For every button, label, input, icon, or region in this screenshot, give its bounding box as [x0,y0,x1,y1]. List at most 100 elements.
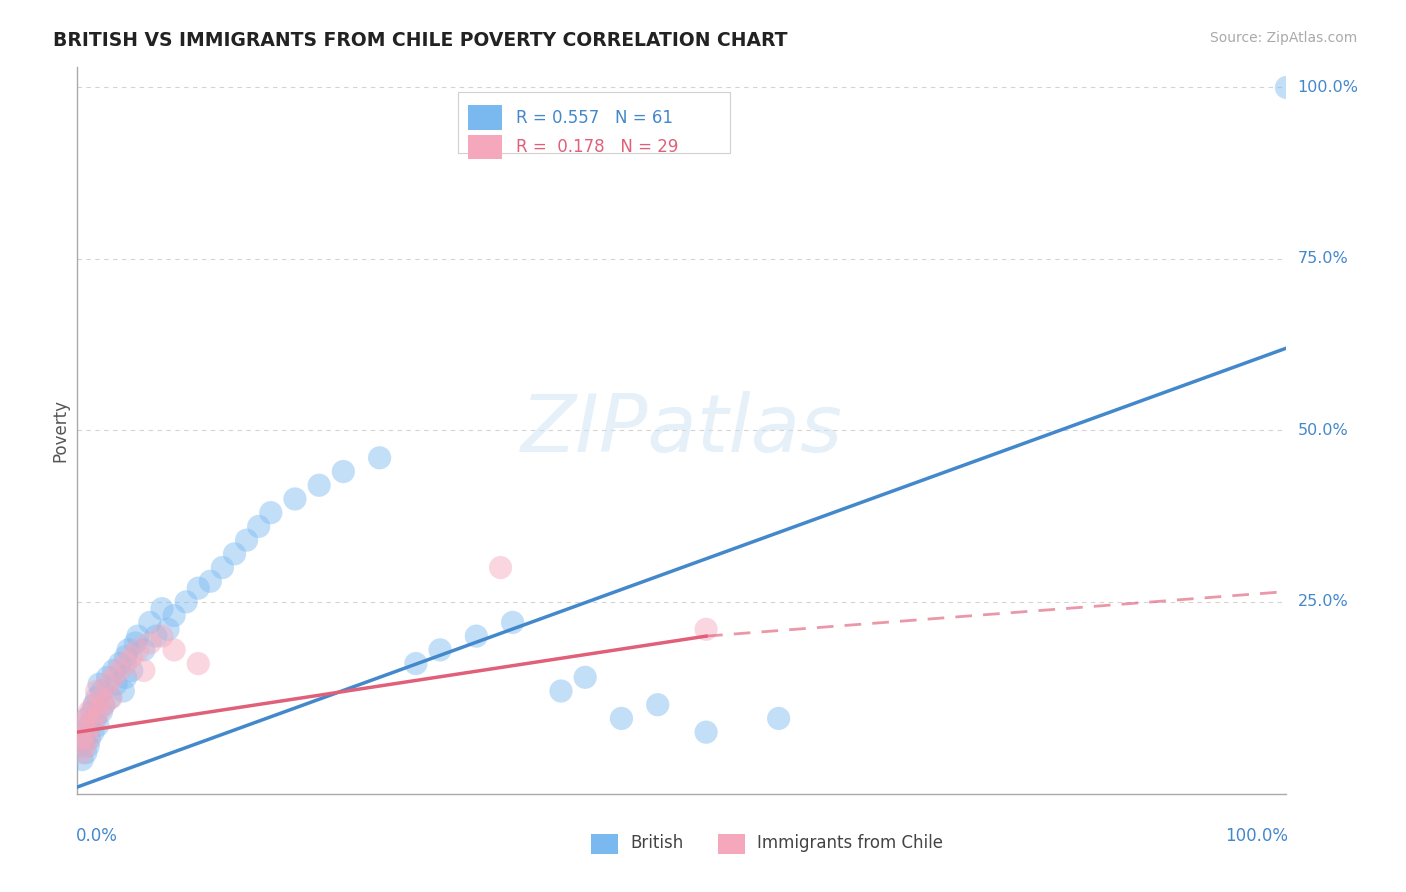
Point [70,746,93,760]
Point [127,629,149,643]
Point [108,664,131,678]
Point [84,711,107,725]
Point [695,622,717,636]
Point [157,622,180,636]
Point [235,533,257,548]
Point [70,739,93,753]
Point [93,698,115,712]
Point [163,608,186,623]
Point [308,478,330,492]
Point [77,731,100,746]
Point [647,698,669,712]
Point [502,615,524,630]
Point [574,670,596,684]
Point [70,753,93,767]
Point [90,684,112,698]
Point [70,731,93,746]
Point [105,677,128,691]
Point [139,636,162,650]
Point [174,595,197,609]
Text: 25.0%: 25.0% [1298,594,1348,609]
Point [260,506,283,520]
Text: 75.0%: 75.0% [1298,252,1348,267]
Point [132,643,155,657]
FancyBboxPatch shape [458,93,730,153]
Point [72,725,94,739]
Point [332,465,354,479]
Point [73,739,96,753]
Point [96,670,118,684]
Point [79,705,101,719]
Text: 100.0%: 100.0% [1298,80,1358,95]
Point [84,711,107,725]
FancyBboxPatch shape [718,834,745,855]
Point [82,725,104,739]
Point [187,581,209,595]
Point [96,677,118,691]
Point [76,711,98,725]
Text: 50.0%: 50.0% [1298,423,1348,438]
Point [80,705,103,719]
Point [187,657,209,671]
Point [98,690,121,705]
Point [103,664,125,678]
FancyBboxPatch shape [468,105,502,130]
Point [79,731,101,746]
Point [73,731,96,746]
Point [87,705,110,719]
Point [224,547,246,561]
Point [72,718,94,732]
Point [121,664,143,678]
Point [112,684,135,698]
Point [124,636,146,650]
Point [90,690,112,705]
Point [405,657,427,671]
FancyBboxPatch shape [592,834,617,855]
Point [127,643,149,657]
Point [121,649,143,664]
Text: 100.0%: 100.0% [1225,827,1288,845]
Point [145,629,167,643]
Point [114,670,136,684]
Point [114,649,136,664]
Point [75,746,97,760]
Point [117,643,139,657]
Point [163,643,186,657]
Text: R = 0.557   N = 61: R = 0.557 N = 61 [516,109,673,127]
Point [139,615,162,630]
Point [695,725,717,739]
Point [77,739,100,753]
Point [247,519,270,533]
Point [79,718,101,732]
Text: British: British [630,834,683,853]
Text: ZIPatlas: ZIPatlas [520,392,844,469]
Point [87,677,110,691]
Point [768,711,790,725]
Point [550,684,572,698]
Point [80,718,103,732]
Point [368,450,391,465]
Point [200,574,222,589]
Point [76,711,98,725]
Point [610,711,633,725]
Text: Source: ZipAtlas.com: Source: ZipAtlas.com [1209,31,1357,45]
Text: Immigrants from Chile: Immigrants from Chile [756,834,943,853]
Point [211,560,233,574]
Point [100,690,122,705]
Point [83,698,105,712]
Point [93,698,115,712]
Text: 0.0%: 0.0% [76,827,118,845]
Point [132,664,155,678]
Y-axis label: Poverty: Poverty [51,399,69,462]
Text: R =  0.178   N = 29: R = 0.178 N = 29 [516,138,679,156]
Text: BRITISH VS IMMIGRANTS FROM CHILE POVERTY CORRELATION CHART: BRITISH VS IMMIGRANTS FROM CHILE POVERTY… [53,31,787,50]
Point [86,690,108,705]
Point [465,629,488,643]
Point [108,657,131,671]
Point [75,725,97,739]
Point [86,684,108,698]
Point [284,491,307,506]
Point [489,560,512,574]
Point [87,718,110,732]
Point [150,629,173,643]
